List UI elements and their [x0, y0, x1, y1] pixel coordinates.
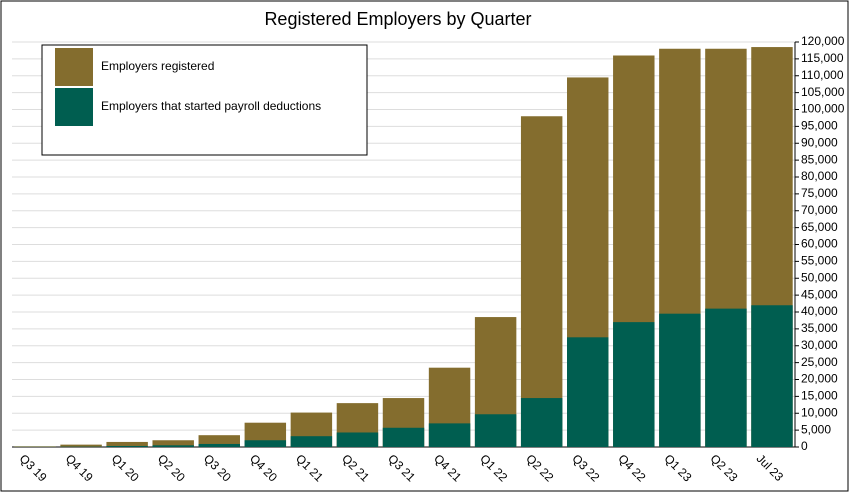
- y-tick-label: 40,000: [801, 304, 838, 318]
- y-tick-label: 20,000: [801, 372, 838, 386]
- y-tick-label: 120,000: [801, 34, 845, 48]
- y-tick-label: 90,000: [801, 135, 838, 149]
- bar: [659, 313, 701, 447]
- y-tick-label: 15,000: [801, 389, 838, 403]
- legend-swatch: [55, 48, 93, 86]
- y-tick-label: 75,000: [801, 186, 838, 200]
- y-tick-label: 50,000: [801, 270, 838, 284]
- x-tick-label: Q4 22: [615, 451, 648, 484]
- legend-label: Employers that started payroll deduction…: [101, 99, 321, 113]
- bar: [474, 414, 517, 447]
- y-tick-label: 35,000: [801, 321, 838, 335]
- y-tick-label: 95,000: [801, 119, 838, 133]
- x-tick-label: Q2 22: [523, 451, 556, 484]
- bar: [428, 423, 471, 447]
- y-tick-label: 70,000: [801, 203, 838, 217]
- y-tick-label: 60,000: [801, 237, 838, 251]
- y-tick-label: 85,000: [801, 152, 838, 166]
- x-tick-label: Q2 21: [339, 451, 372, 484]
- x-tick-label: Q3 19: [17, 451, 50, 484]
- x-tick-label: Q4 19: [63, 451, 96, 484]
- x-tick-label: Q1 23: [661, 451, 694, 484]
- bar: [382, 427, 425, 447]
- bar: [152, 440, 194, 447]
- bar: [198, 443, 240, 447]
- bar: [613, 322, 655, 447]
- bar: [106, 445, 148, 447]
- x-tick-label: Q4 20: [247, 451, 280, 484]
- x-tick-label: Q2 23: [708, 451, 741, 484]
- x-tick-label: Q1 22: [477, 451, 510, 484]
- bar: [106, 441, 148, 447]
- y-tick-label: 30,000: [801, 338, 838, 352]
- x-tick-label: Q3 22: [569, 451, 602, 484]
- y-tick-label: 100,000: [801, 102, 845, 116]
- bar: [290, 436, 333, 447]
- bar: [152, 445, 194, 447]
- y-tick-label: 45,000: [801, 287, 838, 301]
- x-tick-label: Q1 20: [109, 451, 142, 484]
- x-tick-label: Q1 21: [293, 451, 326, 484]
- y-tick-label: 80,000: [801, 169, 838, 183]
- y-tick-label: 0: [801, 439, 808, 453]
- bar: [336, 432, 379, 447]
- y-tick-label: 65,000: [801, 220, 838, 234]
- legend-swatch: [55, 88, 93, 126]
- bar: [198, 435, 240, 447]
- x-tick-label: Q3 21: [385, 451, 418, 484]
- x-tick-label: Q4 21: [431, 451, 464, 484]
- bar: [244, 440, 287, 447]
- y-tick-label: 25,000: [801, 355, 838, 369]
- bar: [567, 337, 609, 447]
- x-tick-label: Q2 20: [155, 451, 188, 484]
- bar: [14, 446, 56, 447]
- y-tick-label: 115,000: [801, 51, 844, 65]
- y-tick-label: 10,000: [801, 405, 838, 419]
- y-tick-label: 110,000: [801, 68, 844, 82]
- y-tick-label: 55,000: [801, 254, 838, 268]
- legend-box: [41, 44, 368, 156]
- bar: [705, 308, 747, 447]
- bar: [520, 398, 563, 447]
- bar: [751, 305, 793, 447]
- y-tick-label: 105,000: [801, 85, 845, 99]
- x-tick-label: Q3 20: [201, 451, 234, 484]
- x-tick-label: Jul 23: [754, 451, 787, 484]
- bar: [60, 444, 102, 447]
- bar: [520, 116, 563, 447]
- chart-title: Registered Employers by Quarter: [264, 9, 531, 29]
- legend-label: Employers registered: [101, 59, 214, 73]
- y-tick-label: 5,000: [801, 422, 831, 436]
